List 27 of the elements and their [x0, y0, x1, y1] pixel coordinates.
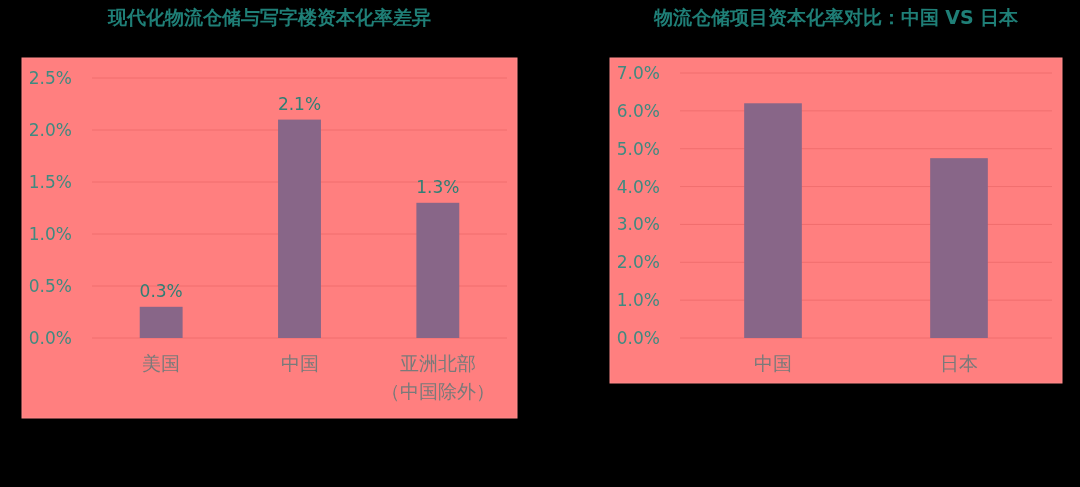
y-tick-label: 0.5% [28, 276, 72, 296]
x-tick-label: 亚洲北部（中国除外） [380, 352, 495, 402]
chart-title: 现代化物流仓储与写字楼资本化率差异 [107, 6, 431, 28]
bar [416, 202, 460, 338]
x-tick-label: 美国 [142, 352, 181, 374]
bar [139, 306, 183, 338]
y-tick-label: 0.0% [28, 328, 72, 348]
y-tick-label: 1.0% [616, 290, 660, 311]
y-tick-label: 0.0% [616, 328, 660, 348]
data-label: 0.3% [139, 280, 183, 301]
bar [278, 119, 321, 338]
y-tick-label: 4.0% [616, 176, 660, 197]
y-tick-label: 6.0% [616, 100, 660, 121]
chart-title: 物流仓储项目资本化率对比：中国 VS 日本 [652, 6, 1020, 28]
x-tick-label: 中国 [280, 352, 319, 374]
y-tick-label: 5.0% [616, 138, 660, 159]
y-tick-label: 1.0% [28, 224, 72, 244]
y-tick-label: 2.5% [28, 68, 72, 88]
y-tick-label: 2.0% [28, 120, 72, 140]
data-label: 2.1% [277, 93, 322, 114]
x-tick-label: 日本 [940, 352, 978, 374]
y-tick-label: 7.0% [616, 63, 660, 83]
y-tick-label: 1.5% [28, 172, 72, 192]
x-tick-label: 中国 [754, 352, 792, 374]
y-tick-label: 2.0% [616, 252, 660, 273]
data-label: 1.3% [416, 176, 460, 197]
y-tick-label: 3.0% [616, 214, 660, 235]
